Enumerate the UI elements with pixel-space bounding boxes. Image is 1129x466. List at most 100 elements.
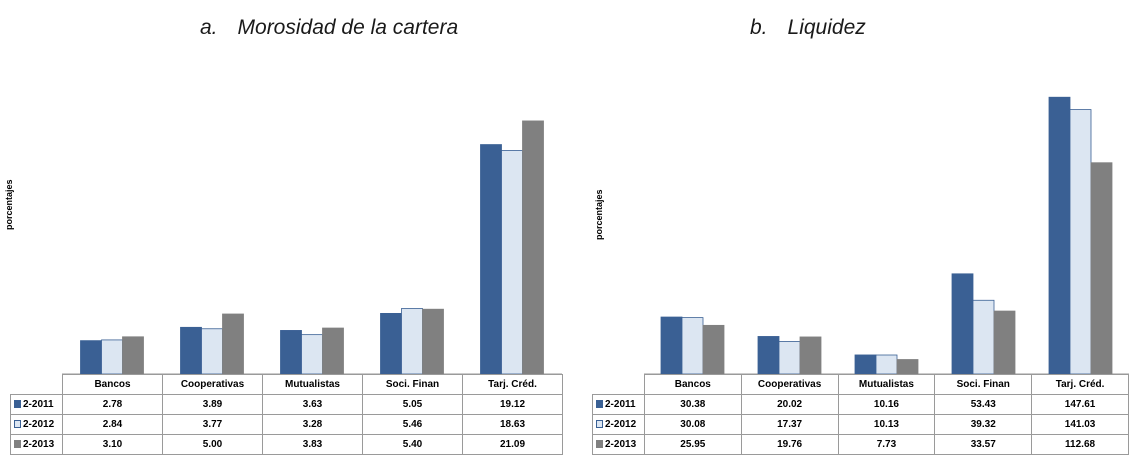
table-header-cell: Tarj. Créd.	[462, 374, 563, 395]
bar-2-2011-bancos	[80, 340, 102, 375]
table-cell: 3.83	[262, 434, 363, 455]
bar-2-2011-tarj-cr-d-	[1048, 96, 1071, 375]
table-header-cell: Bancos	[62, 374, 163, 395]
chart-title-letter: b.	[750, 16, 768, 39]
legend-entry: 2-2011	[592, 394, 645, 415]
table-row: 2-2012 2.84 3.77 3.28 5.46 18.63	[10, 414, 563, 435]
table-header-row: Bancos Cooperativas Mutualistas Soci. Fi…	[592, 374, 1129, 395]
bar-2-2011-bancos	[660, 316, 683, 375]
table-cell: 5.46	[362, 414, 463, 435]
legend-label: 2-2012	[605, 419, 637, 430]
table-cell: 3.63	[262, 394, 363, 415]
table-header-cell: Cooperativas	[740, 374, 839, 395]
table-cell: 25.95	[643, 434, 742, 455]
table-cell: 33.57	[934, 434, 1033, 455]
chart-title: a. Morosidad de la cartera	[200, 16, 458, 40]
table-cell: 2.78	[62, 394, 163, 415]
bar-2-2012-soci-finan	[401, 308, 423, 375]
chart-panel-morosidad: a. Morosidad de la cartera porcentajes Ba…	[0, 0, 564, 466]
table-row: 2-2011 2.78 3.89 3.63 5.05 19.12	[10, 394, 563, 415]
table-header-row: Bancos Cooperativas Mutualistas Soci. Fi…	[10, 374, 563, 395]
table-cell: 5.40	[362, 434, 463, 455]
bar-2-2012-cooperativas	[201, 328, 223, 375]
bar-2-2011-soci-finan	[951, 273, 974, 375]
bar-chart-liquidez	[644, 96, 1129, 375]
bar-2-2013-tarj-cr-d-	[1090, 162, 1113, 375]
table-cell: 112.68	[1031, 434, 1129, 455]
table-header-cell: Mutualistas	[262, 374, 363, 395]
table-header-cell: Soci. Finan	[934, 374, 1033, 395]
chart-title-letter: a.	[200, 16, 218, 39]
bar-2-2011-mutualistas	[280, 330, 302, 375]
legend-swatch	[14, 420, 21, 428]
legend-entry: 2-2013	[592, 434, 645, 455]
table-header-cell: Cooperativas	[162, 374, 263, 395]
table-cell: 17.37	[740, 414, 839, 435]
legend-label: 2-2011	[605, 399, 636, 410]
chart-title: b. Liquidez	[750, 16, 866, 40]
table-header-cell: Mutualistas	[837, 374, 936, 395]
bar-2-2013-mutualistas	[322, 327, 344, 375]
legend-entry: 2-2012	[10, 414, 63, 435]
bar-2-2011-cooperativas	[757, 336, 780, 375]
table-cell: 5.00	[162, 434, 263, 455]
bar-2-2013-soci-finan	[422, 308, 444, 375]
table-cell: 19.12	[462, 394, 563, 415]
table-cell: 147.61	[1031, 394, 1129, 415]
table-header-cell: Bancos	[643, 374, 742, 395]
bar-2-2013-bancos	[122, 336, 144, 375]
bar-2-2013-cooperativas	[222, 313, 244, 375]
legend-label: 2-2013	[23, 439, 55, 450]
chart-title-text: Morosidad de la cartera	[237, 16, 459, 39]
legend-entry: 2-2012	[592, 414, 645, 435]
bar-2-2013-mutualistas	[896, 359, 919, 375]
legend-label: 2-2011	[23, 399, 54, 410]
bar-2-2011-tarj-cr-d-	[480, 144, 502, 375]
data-table: Bancos Cooperativas Mutualistas Soci. Fi…	[10, 374, 563, 455]
table-cell: 30.08	[643, 414, 742, 435]
table-cell: 21.09	[462, 434, 563, 455]
bar-2-2012-mutualistas	[301, 334, 323, 375]
legend-swatch	[14, 440, 21, 448]
table-cell: 18.63	[462, 414, 563, 435]
legend-label: 2-2013	[605, 439, 637, 450]
table-cell: 20.02	[740, 394, 839, 415]
table-cell: 3.10	[62, 434, 163, 455]
table-row: 2-2013 25.95 19.76 7.73 33.57 112.68	[592, 434, 1129, 455]
table-cell: 3.89	[162, 394, 263, 415]
table-corner	[592, 374, 645, 395]
table-cell: 7.73	[837, 434, 936, 455]
bar-2-2013-bancos	[702, 324, 725, 375]
bar-2-2012-cooperativas	[778, 341, 801, 375]
table-cell: 10.13	[837, 414, 936, 435]
legend-swatch	[596, 420, 603, 428]
bar-2-2012-tarj-cr-d-	[501, 150, 523, 375]
bar-2-2013-cooperativas	[799, 336, 822, 375]
table-row: 2-2011 30.38 20.02 10.16 53.43 147.61	[592, 394, 1129, 415]
table-cell: 141.03	[1031, 414, 1129, 435]
table-cell: 19.76	[740, 434, 839, 455]
legend-swatch	[14, 400, 21, 408]
legend-swatch	[596, 400, 603, 408]
bar-2-2011-cooperativas	[180, 326, 202, 375]
bar-2-2013-soci-finan	[993, 310, 1016, 375]
legend-entry: 2-2011	[10, 394, 63, 415]
table-row: 2-2012 30.08 17.37 10.13 39.32 141.03	[592, 414, 1129, 435]
table-header-cell: Tarj. Créd.	[1031, 374, 1129, 395]
table-corner	[10, 374, 63, 395]
legend-entry: 2-2013	[10, 434, 63, 455]
bar-2-2013-tarj-cr-d-	[522, 120, 544, 375]
bar-2-2011-mutualistas	[854, 354, 877, 375]
table-cell: 2.84	[62, 414, 163, 435]
bar-2-2012-tarj-cr-d-	[1069, 109, 1092, 375]
table-row: 2-2013 3.10 5.00 3.83 5.40 21.09	[10, 434, 563, 455]
data-table: Bancos Cooperativas Mutualistas Soci. Fi…	[592, 374, 1129, 455]
table-cell: 30.38	[643, 394, 742, 415]
bar-chart-morosidad	[62, 120, 562, 375]
chart-title-text: Liquidez	[787, 16, 866, 39]
table-cell: 10.16	[837, 394, 936, 415]
table-cell: 53.43	[934, 394, 1033, 415]
table-cell: 3.77	[162, 414, 263, 435]
bar-2-2012-bancos	[681, 317, 704, 375]
table-cell: 3.28	[262, 414, 363, 435]
